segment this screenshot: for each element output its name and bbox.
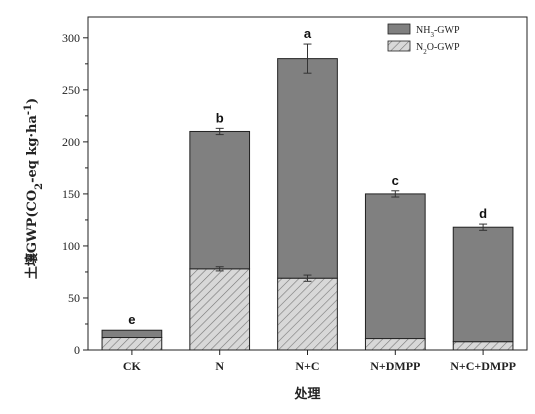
- bar-nh3-n-c-dmpp: [452, 226, 514, 343]
- bar-n2o-ck: [101, 337, 163, 351]
- bar-n2o-n-c-dmpp: [452, 341, 514, 351]
- significance-letter: b: [216, 110, 224, 125]
- y-tick-label: 50: [68, 291, 80, 305]
- significance-letter: a: [304, 26, 312, 41]
- legend-label: NH3-GWP: [416, 25, 460, 39]
- x-tick-label: N+C+DMPP: [450, 359, 516, 373]
- significance-letters-group: e b a c d: [128, 26, 487, 327]
- bars-group: [101, 58, 514, 351]
- y-label-subscript: 2: [34, 183, 45, 190]
- bar-nh3-n-c: [277, 58, 338, 279]
- legend: NH3-GWP N2O-GWP: [387, 23, 460, 56]
- x-tick-label: CK: [123, 359, 142, 373]
- y-label-superscript: -1: [23, 104, 34, 115]
- bar-n2o-n-c: [277, 277, 338, 351]
- y-tick-label: 0: [74, 343, 80, 357]
- y-tick-label: 250: [62, 83, 80, 97]
- x-tick-label: N: [215, 359, 224, 373]
- y-tick-label: 200: [62, 135, 80, 149]
- bar-nh3-n-dmpp: [364, 193, 426, 340]
- y-label-text: 土壤GWP(CO: [24, 190, 40, 279]
- y-axis: 0 50 100 150 200 250 300: [62, 31, 88, 357]
- legend-swatch-n2o: [387, 40, 411, 52]
- bar-n2o-n: [189, 268, 251, 351]
- bar-nh3-n: [189, 130, 251, 270]
- significance-letter: c: [392, 173, 399, 188]
- significance-letter: e: [128, 312, 135, 327]
- y-tick-label: 100: [62, 239, 80, 253]
- y-axis-label: 土壤GWP(CO2-eq kg·ha-1): [23, 98, 45, 279]
- x-tick-label: N+DMPP: [370, 359, 420, 373]
- bar-n2o-n-dmpp: [364, 338, 426, 351]
- error-bars-group: [215, 43, 488, 282]
- y-tick-label: 300: [62, 31, 80, 45]
- y-label-text: -eq kg·ha: [25, 115, 40, 183]
- legend-swatch-nh3: [387, 23, 411, 35]
- legend-label: N2O-GWP: [416, 42, 460, 56]
- x-axis: CK N N+C N+DMPP N+C+DMPP: [123, 350, 516, 373]
- bar-nh3-ck: [101, 329, 163, 339]
- x-tick-label: N+C: [295, 359, 319, 373]
- y-tick-label: 150: [62, 187, 80, 201]
- y-label-text: ): [25, 98, 40, 104]
- x-axis-label: 处理: [293, 386, 320, 402]
- significance-letter: d: [479, 206, 487, 221]
